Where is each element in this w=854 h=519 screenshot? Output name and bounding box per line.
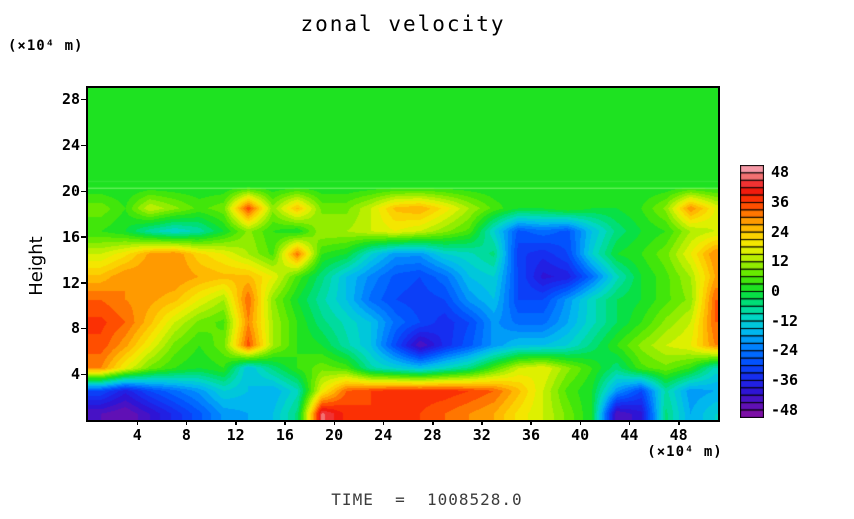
plot-frame xyxy=(86,86,720,422)
colorbar-tick-label: 12 xyxy=(771,252,790,271)
y-tick-mark xyxy=(81,327,86,330)
colorbar-tick-label: 36 xyxy=(771,193,790,212)
x-tick-mark xyxy=(284,420,286,425)
x-tick-mark xyxy=(432,420,434,425)
colorbar-tick-label: -24 xyxy=(771,341,799,360)
x-tick-mark xyxy=(235,420,237,425)
x-tick-label: 8 xyxy=(181,426,191,444)
x-tick-label: 40 xyxy=(571,426,590,444)
x-tick-label: 48 xyxy=(669,426,688,444)
x-tick-mark xyxy=(185,420,188,425)
x-tick-mark xyxy=(382,420,385,425)
y-tick-mark xyxy=(81,236,86,238)
x-tick-mark xyxy=(628,420,631,425)
x-tick-label: 44 xyxy=(620,426,639,444)
x-tick-label: 24 xyxy=(374,426,393,444)
time-readout: TIME = 1008528.0 xyxy=(331,490,523,509)
y-tick-label: 28 xyxy=(61,90,80,109)
y-tick-mark xyxy=(81,190,86,193)
heatmap-canvas xyxy=(88,88,718,420)
y-tick-mark xyxy=(81,373,86,376)
colorbar-tick-label: -12 xyxy=(771,311,799,330)
x-tick-label: 12 xyxy=(226,426,245,444)
y-tick-label: 4 xyxy=(70,365,80,384)
x-tick-mark xyxy=(678,420,680,425)
y-tick-mark xyxy=(81,282,86,284)
colorbar-tick-label: -36 xyxy=(771,370,799,389)
x-tick-label: 4 xyxy=(132,426,142,444)
x-tick-label: 28 xyxy=(423,426,442,444)
y-axis-unit-label: (×10⁴ m) xyxy=(8,38,84,54)
x-tick-label: 32 xyxy=(472,426,491,444)
x-tick-mark xyxy=(481,420,483,425)
x-tick-label: 16 xyxy=(275,426,294,444)
x-tick-label: 36 xyxy=(521,426,540,444)
colorbar-tick-label: 24 xyxy=(771,222,790,241)
y-tick-mark xyxy=(81,98,86,101)
colorbar-tick-label: 48 xyxy=(771,163,790,182)
colorbar-tick-label: 0 xyxy=(771,282,781,300)
y-tick-label: 24 xyxy=(61,136,80,155)
x-tick-mark xyxy=(136,420,139,425)
y-tick-label: 12 xyxy=(61,273,80,292)
colorbar xyxy=(740,165,764,418)
colorbar-tick-label: -48 xyxy=(771,400,799,419)
x-axis-unit-label: (×10⁴ m) xyxy=(647,444,723,460)
y-tick-label: 8 xyxy=(70,319,80,338)
x-tick-label: 20 xyxy=(325,426,344,444)
x-tick-mark xyxy=(333,420,336,425)
y-tick-label: 16 xyxy=(61,227,80,246)
y-tick-mark xyxy=(81,144,86,147)
x-tick-mark xyxy=(579,420,582,425)
x-tick-mark xyxy=(530,420,532,425)
y-tick-label: 20 xyxy=(61,182,80,201)
chart-title: zonal velocity xyxy=(300,12,506,36)
